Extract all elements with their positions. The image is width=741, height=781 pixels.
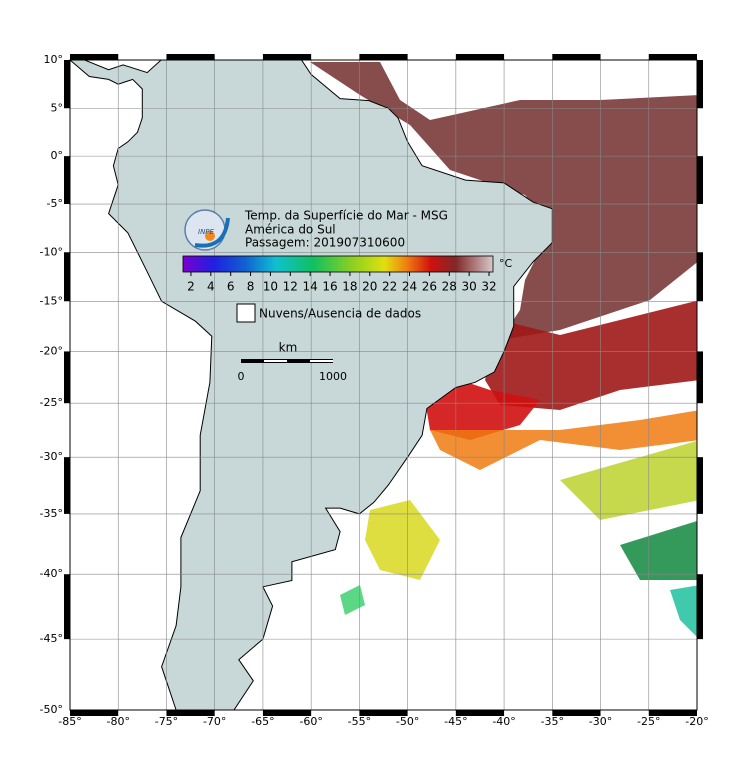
scale-label: 0	[238, 370, 245, 383]
colorbar-tick-label: 24	[402, 280, 417, 294]
colorbar-tick-label: 20	[362, 280, 377, 294]
colorbar-tick-label: 6	[227, 280, 235, 294]
border-segment	[64, 351, 70, 404]
colorbar-tick-label: 30	[462, 280, 477, 294]
lat-tick-label: 5°	[51, 101, 64, 114]
lat-tick-label: -50°	[40, 703, 63, 716]
lat-tick-label: -35°	[40, 507, 63, 520]
lat-tick-label: -40°	[40, 567, 63, 580]
border-segment	[455, 710, 505, 716]
title: Temp. da Superfície do Mar - MSG	[244, 209, 448, 223]
border-segment	[697, 574, 703, 640]
colorbar-tick-label: 4	[207, 280, 215, 294]
lon-tick-label: -65°	[251, 715, 274, 728]
scale-unit: km	[279, 341, 298, 355]
border-segment	[697, 457, 703, 514]
border-segment	[697, 60, 703, 109]
lat-tick-label: -10°	[40, 245, 63, 258]
border-segment	[166, 710, 215, 716]
border-segment	[697, 252, 703, 302]
lon-tick-label: -45°	[444, 715, 467, 728]
lat-tick-label: 0°	[51, 149, 64, 162]
colorbar-tick-label: 22	[382, 280, 397, 294]
lon-tick-label: -35°	[541, 715, 564, 728]
pass-time: Passagem: 201907310600	[245, 236, 405, 250]
lat-tick-label: -45°	[40, 632, 63, 645]
lon-tick-label: -75°	[155, 715, 178, 728]
lat-tick-label: -5°	[47, 197, 63, 210]
border-segment	[552, 710, 601, 716]
border-segment	[64, 574, 70, 640]
border-segment	[262, 54, 312, 60]
lat-tick-label: -30°	[40, 450, 63, 463]
logo: INPE	[184, 209, 230, 251]
border-segment	[262, 710, 312, 716]
border-segment	[70, 710, 119, 716]
border-segment	[648, 710, 697, 716]
colorbar-tick-label: 14	[303, 280, 318, 294]
border-segment	[552, 54, 601, 60]
border-segment	[166, 54, 215, 60]
lon-tick-label: -50°	[396, 715, 419, 728]
border-segment	[64, 60, 70, 109]
colorbar-tick-label: 2	[187, 280, 195, 294]
lon-tick-label: -55°	[348, 715, 371, 728]
colorbar-tick-label: 8	[247, 280, 255, 294]
lat-tick-label: -25°	[40, 396, 63, 409]
lon-tick-label: -20°	[685, 715, 708, 728]
border-segment	[455, 54, 505, 60]
border-segment	[64, 457, 70, 514]
frame-border	[64, 54, 703, 716]
lon-tick-label: -60°	[299, 715, 322, 728]
colorbar	[182, 255, 494, 273]
border-segment	[64, 156, 70, 205]
scale-bar-segment	[310, 360, 333, 362]
colorbar-tick-label: 32	[481, 280, 496, 294]
border-segment	[648, 54, 697, 60]
colorbar-tick-label: 28	[442, 280, 457, 294]
scale-bar-segment	[264, 360, 287, 362]
colorbar-tick-label: 10	[263, 280, 278, 294]
logo-text: INPE	[198, 228, 215, 236]
lon-tick-label: -30°	[589, 715, 612, 728]
lat-tick-label: -20°	[40, 344, 63, 357]
colorbar-unit: °C	[499, 257, 513, 270]
colorbar-tick-label: 26	[422, 280, 437, 294]
lon-tick-label: -25°	[637, 715, 660, 728]
legend-swatch	[236, 303, 256, 323]
scale-label: 1000	[319, 370, 347, 383]
border-segment	[697, 156, 703, 205]
legend-label: Nuvens/Ausencia de dados	[259, 307, 421, 321]
region: América do Sul	[245, 223, 336, 237]
lat-tick-label: 10°	[44, 53, 64, 66]
border-segment	[359, 54, 408, 60]
border-segment	[64, 252, 70, 302]
lat-tick-label: -15°	[40, 294, 63, 307]
colorbar-tick-label: 12	[283, 280, 298, 294]
colorbar-tick-label: 16	[322, 280, 337, 294]
colorbar-tick-label: 18	[342, 280, 357, 294]
colorbar-ticks: 2 4 6 8 10 12 14 16 18 20 22 24 26 28 30 32	[187, 272, 497, 294]
border-segment	[359, 710, 408, 716]
lon-tick-label: -40°	[492, 715, 515, 728]
lon-tick-label: -85°	[58, 715, 81, 728]
border-segment	[697, 351, 703, 404]
lon-tick-label: -70°	[203, 715, 226, 728]
lon-tick-label: -80°	[106, 715, 129, 728]
border-segment	[70, 54, 119, 60]
